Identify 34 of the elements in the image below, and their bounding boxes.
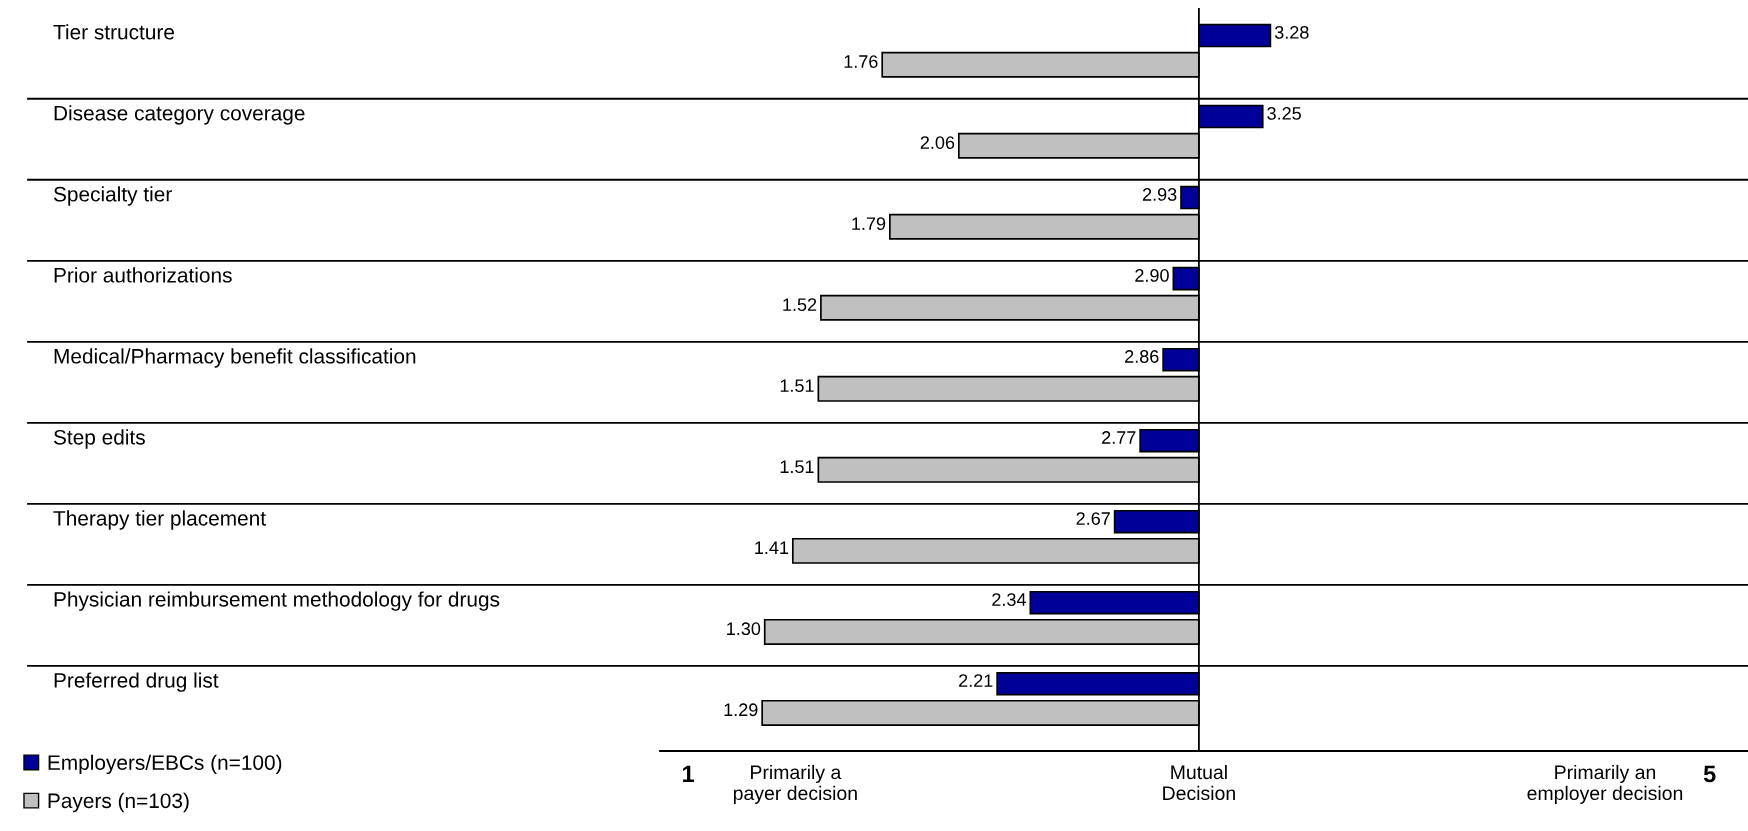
legend-label: Employers/EBCs (n=100) [48,754,282,775]
data-label: 1.51 [780,379,814,393]
data-label: 2.06 [920,136,955,149]
x-tick-label: 1 [683,765,694,782]
y-tick-label: Preferred drug list [54,672,219,692]
data-label: 1.51 [780,460,814,474]
data-label: 2.21 [959,674,993,687]
y-tick-label: Tier structure [53,24,174,40]
x-tick-label: 5 [1703,765,1716,783]
x-tick-label: Primarily an employer decision [1527,764,1683,804]
data-label: 1.76 [844,55,878,68]
data-label: 2.34 [992,593,1026,606]
y-tick-label: Prior authorizations [54,267,232,283]
data-label: 3.28 [1274,25,1309,39]
y-tick-label: Therapy tier placement [53,510,266,530]
data-label: 3.25 [1267,107,1301,120]
y-tick-label: Disease category coverage [54,105,305,125]
data-label: 1.52 [783,298,817,312]
y-tick-label: Physician reimbursement methodology for drugs [54,591,500,611]
x-tick-label: Mutual Decision [1163,764,1235,801]
y-tick-label: Medical/Pharmacy benefit classification [54,348,416,368]
data-label: 1.29 [724,703,758,717]
y-tick-label: Specialty tier [53,186,172,206]
data-label: 2.93 [1142,188,1177,201]
data-label: 2.86 [1125,350,1159,363]
data-label: 2.77 [1102,431,1136,444]
data-label: 1.41 [755,541,789,554]
x-tick-label: Primarily a payer decision [733,764,857,804]
legend-label: Payers (n=103) [48,792,189,813]
data-label: 2.90 [1135,269,1169,282]
data-label: 1.30 [727,622,761,636]
y-tick-label: Step edits [53,429,145,449]
data-label: 2.67 [1076,512,1110,525]
data-label: 1.79 [852,217,886,230]
